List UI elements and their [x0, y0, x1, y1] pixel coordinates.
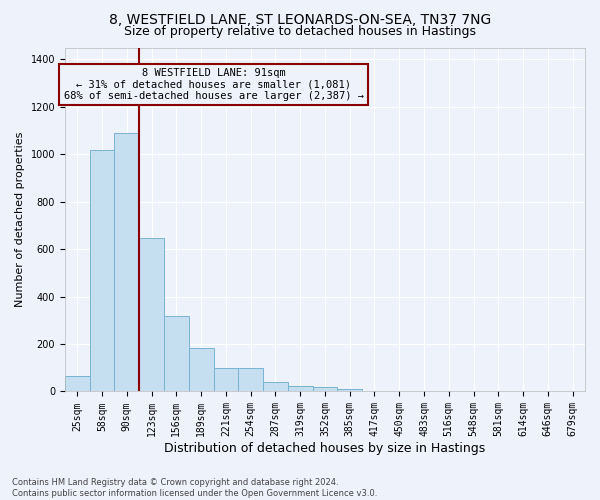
Bar	[238, 368, 263, 392]
Bar	[263, 382, 288, 392]
Bar	[189, 348, 214, 392]
Bar	[65, 376, 89, 392]
Bar	[139, 238, 164, 392]
Bar	[337, 388, 362, 392]
Bar	[89, 150, 115, 392]
X-axis label: Distribution of detached houses by size in Hastings: Distribution of detached houses by size …	[164, 442, 485, 455]
Y-axis label: Number of detached properties: Number of detached properties	[15, 132, 25, 307]
Bar	[115, 133, 139, 392]
Bar	[288, 386, 313, 392]
Text: 8, WESTFIELD LANE, ST LEONARDS-ON-SEA, TN37 7NG: 8, WESTFIELD LANE, ST LEONARDS-ON-SEA, T…	[109, 12, 491, 26]
Bar	[164, 316, 189, 392]
Text: Size of property relative to detached houses in Hastings: Size of property relative to detached ho…	[124, 25, 476, 38]
Bar	[313, 386, 337, 392]
Text: Contains HM Land Registry data © Crown copyright and database right 2024.
Contai: Contains HM Land Registry data © Crown c…	[12, 478, 377, 498]
Text: 8 WESTFIELD LANE: 91sqm
← 31% of detached houses are smaller (1,081)
68% of semi: 8 WESTFIELD LANE: 91sqm ← 31% of detache…	[64, 68, 364, 101]
Bar	[214, 368, 238, 392]
